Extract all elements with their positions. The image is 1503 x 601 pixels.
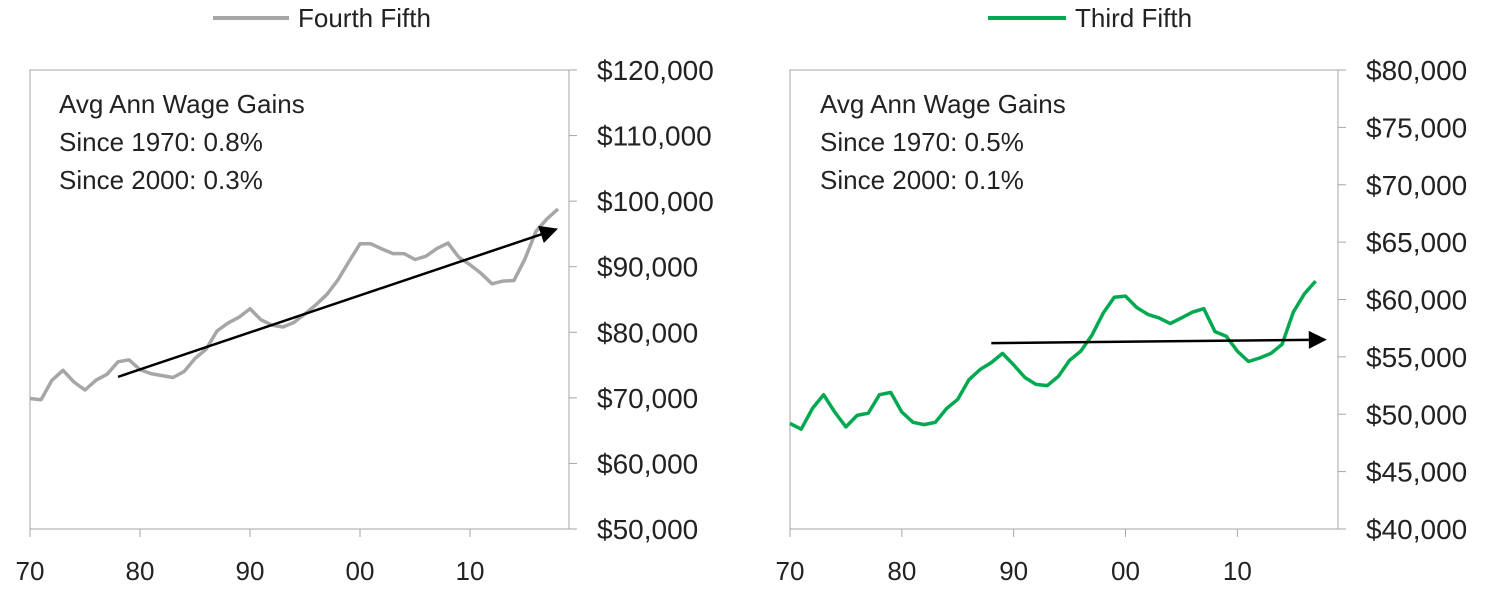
x-tick-label: 70 — [776, 556, 805, 586]
series-layer — [789, 279, 1317, 431]
y-axis-ticks: $50,000 $60,000 $70,000 $80,000 $90,000 $100,… — [569, 55, 714, 545]
y-tick-label: $100,000 — [597, 186, 714, 217]
y-tick-label: $110,000 — [597, 121, 712, 152]
y-tick-label: $60,000 — [597, 448, 698, 479]
y-axis-ticks: $40,000 $45,000 $50,000 $55,000 $60,000 $65,0… — [1338, 55, 1467, 545]
y-tick-label: $80,000 — [1366, 55, 1467, 86]
y-tick-label: $120,000 — [597, 55, 714, 86]
x-axis-ticks: 70 80 90 00 10 — [776, 529, 1252, 586]
y-tick-label: $70,000 — [1366, 170, 1467, 201]
y-tick-label: $50,000 — [1366, 399, 1467, 430]
y-tick-label: $60,000 — [1366, 285, 1467, 316]
trend-arrow-line — [117, 233, 542, 379]
annotation-line-3: Since 2000: 0.1% — [820, 165, 1024, 195]
x-tick-label: 70 — [16, 556, 45, 586]
legend: Fourth Fifth — [213, 3, 431, 33]
annotation: Avg Ann Wage Gains Since 1970: 0.5% Sinc… — [820, 89, 1066, 195]
x-tick-label: 00 — [1111, 556, 1140, 586]
trend-layer — [117, 225, 558, 379]
y-tick-label: $40,000 — [1366, 514, 1467, 545]
y-tick-label: $65,000 — [1366, 227, 1467, 258]
trend-arrow-head — [1308, 330, 1327, 349]
y-tick-label: $45,000 — [1366, 457, 1467, 488]
annotation-line-1: Avg Ann Wage Gains — [820, 89, 1066, 119]
x-tick-label: 90 — [236, 556, 265, 586]
y-tick-label: $75,000 — [1366, 112, 1467, 143]
plot-frame — [29, 69, 570, 530]
trend-arrow-head — [538, 225, 558, 243]
annotation-line-2: Since 1970: 0.8% — [59, 127, 263, 157]
x-tick-label: 80 — [887, 556, 916, 586]
series-line — [29, 207, 560, 402]
x-tick-label: 00 — [346, 556, 375, 586]
x-tick-label: 10 — [456, 556, 485, 586]
x-tick-label: 80 — [126, 556, 155, 586]
series-layer — [29, 207, 560, 402]
legend: Third Fifth — [988, 3, 1192, 33]
x-axis-ticks: 70 80 90 00 10 — [16, 529, 485, 586]
series-line — [789, 279, 1317, 431]
y-tick-label: $90,000 — [597, 252, 698, 283]
annotation-line-1: Avg Ann Wage Gains — [59, 89, 305, 119]
y-tick-label: $70,000 — [597, 383, 698, 414]
third-fifth-chart: Third Fifth Avg Ann Wage Gains Since 197… — [776, 3, 1468, 586]
trend-arrow-line — [991, 338, 1309, 345]
x-tick-label: 90 — [999, 556, 1028, 586]
y-tick-label: $50,000 — [597, 514, 698, 545]
x-tick-label: 10 — [1223, 556, 1252, 586]
y-tick-label: $80,000 — [597, 317, 698, 348]
legend-label: Third Fifth — [1075, 3, 1192, 33]
annotation: Avg Ann Wage Gains Since 1970: 0.8% Sinc… — [59, 89, 305, 195]
annotation-line-2: Since 1970: 0.5% — [820, 127, 1024, 157]
annotation-line-3: Since 2000: 0.3% — [59, 165, 263, 195]
trend-layer — [991, 330, 1327, 349]
legend-label: Fourth Fifth — [298, 3, 431, 33]
y-tick-label: $55,000 — [1366, 342, 1467, 373]
fourth-fifth-chart: Fourth Fifth Avg Ann Wage Gains Since 19… — [16, 3, 714, 586]
